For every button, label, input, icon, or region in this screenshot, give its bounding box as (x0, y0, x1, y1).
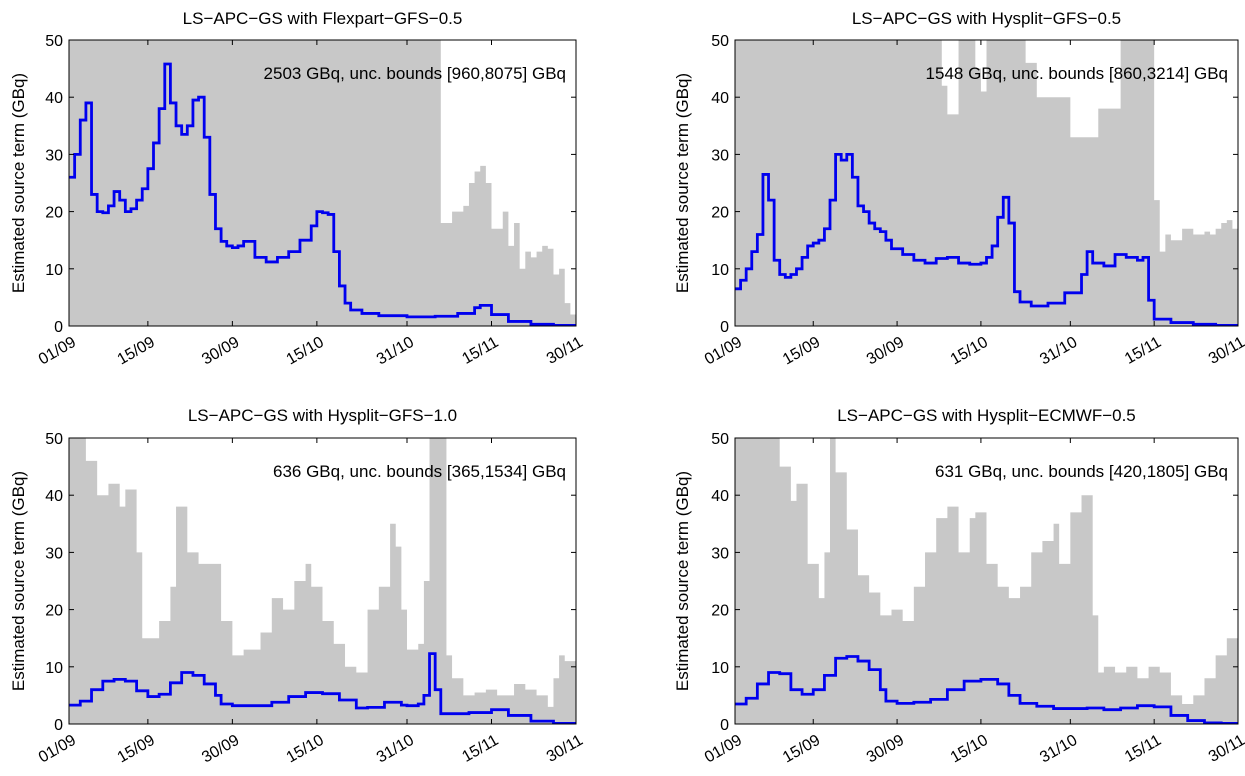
chart-annotation: 631 GBq, unc. bounds [420,1805] GBq (935, 462, 1228, 481)
x-tick-label: 30/11 (1206, 732, 1245, 766)
x-tick-label: 01/09 (36, 334, 79, 369)
x-tick-label: 15/11 (459, 334, 501, 368)
y-tick-label: 10 (45, 660, 63, 677)
x-tick-label: 31/10 (1037, 732, 1080, 767)
y-tick-label: 10 (711, 262, 729, 279)
x-tick-label: 01/09 (702, 334, 745, 369)
x-tick-label: 30/11 (544, 732, 586, 766)
uncertainty-region (735, 40, 1238, 326)
x-tick-label: 15/10 (284, 334, 327, 369)
x-tick-label: 15/10 (284, 732, 327, 767)
chart-annotation: 2503 GBq, unc. bounds [960,8075] GBq (264, 64, 566, 83)
y-tick-label: 0 (54, 319, 63, 336)
x-tick-label: 15/09 (780, 732, 823, 767)
x-tick-label: 15/10 (948, 334, 991, 369)
axes-frame (68, 39, 577, 327)
chart-title: LS−APC−GS with Hysplit−GFS−1.0 (188, 406, 457, 425)
y-tick-label: 10 (45, 262, 63, 279)
x-tick-label: 30/09 (864, 334, 907, 369)
y-tick-label: 10 (711, 660, 729, 677)
y-tick-label: 20 (711, 205, 729, 222)
y-axis-label: Estimated source term (GBq) (673, 471, 692, 691)
panel-hysplit-gfs-10: 0 10 20 30 40 50 01/09 15/09 30/09 15/10 31/10 15/1… (9, 406, 586, 766)
panel-hysplit-ecmwf-05: 0 10 20 30 40 50 01/09 15/09 30/09 15/10 31/10 15/1… (673, 406, 1245, 766)
y-tick-label: 40 (711, 488, 729, 505)
y-tick-label: 20 (45, 603, 63, 620)
y-tick-label: 0 (54, 717, 63, 734)
estimate-line (69, 652, 576, 724)
y-tick-label: 30 (711, 545, 729, 562)
x-tick-label: 01/09 (36, 732, 79, 767)
x-tick-label: 01/09 (702, 732, 745, 767)
uncertainty-region (735, 438, 1238, 724)
y-tick-label: 30 (45, 545, 63, 562)
estimate-line (735, 655, 1238, 724)
y-tick-label: 20 (711, 603, 729, 620)
x-tick-label: 15/09 (115, 334, 158, 369)
x-tick-label: 31/10 (374, 732, 417, 767)
uncertainty-region (69, 40, 576, 326)
x-tick-label: 30/11 (544, 334, 586, 368)
y-axis-label: Estimated source term (GBq) (673, 73, 692, 293)
x-tick-label: 30/11 (1206, 334, 1245, 368)
y-tick-label: 40 (711, 90, 729, 107)
y-tick-label: 30 (711, 147, 729, 164)
panel-hysplit-gfs-05: 0 10 20 30 40 50 01/09 15/09 30/09 15/10 31/10 15/1… (673, 9, 1245, 368)
x-tick-label: 15/09 (780, 334, 823, 369)
x-tick-label: 15/09 (115, 732, 158, 767)
y-axis-label: Estimated source term (GBq) (9, 471, 28, 691)
x-tick-label: 15/11 (1122, 334, 1164, 368)
x-tick-label: 15/11 (459, 732, 501, 766)
y-tick-label: 30 (45, 147, 63, 164)
y-tick-label: 50 (711, 33, 729, 50)
y-tick-label: 50 (711, 431, 729, 448)
x-tick-label: 31/10 (374, 334, 417, 369)
x-tick-label: 15/11 (1122, 732, 1164, 766)
chart-annotation: 1548 GBq, unc. bounds [860,3214] GBq (926, 64, 1228, 83)
x-tick-label: 31/10 (1037, 334, 1080, 369)
y-tick-label: 0 (720, 717, 729, 734)
x-tick-label: 15/10 (948, 732, 991, 767)
y-tick-label: 50 (45, 431, 63, 448)
y-tick-label: 20 (45, 205, 63, 222)
x-tick-label: 30/09 (864, 732, 907, 767)
axes-frame (68, 437, 577, 725)
estimate-line (735, 153, 1238, 326)
y-axis-label: Estimated source term (GBq) (9, 73, 28, 293)
x-tick-label: 30/09 (199, 334, 242, 369)
estimate-line (69, 62, 576, 326)
chart-annotation: 636 GBq, unc. bounds [365,1534] GBq (273, 462, 566, 481)
chart-title: LS−APC−GS with Flexpart−GFS−0.5 (183, 9, 463, 28)
y-tick-label: 40 (45, 90, 63, 107)
chart-title: LS−APC−GS with Hysplit−ECMWF−0.5 (837, 406, 1136, 425)
uncertainty-region (69, 438, 576, 724)
axes-frame (734, 437, 1239, 725)
axes-frame (734, 39, 1239, 327)
chart-title: LS−APC−GS with Hysplit−GFS−0.5 (852, 9, 1121, 28)
y-tick-label: 40 (45, 488, 63, 505)
y-tick-label: 0 (720, 319, 729, 336)
x-tick-label: 30/09 (199, 732, 242, 767)
panel-flexpart-gfs-05: 0 10 20 30 40 50 01/09 15/09 30/09 15/10 31/10 15/1… (9, 9, 586, 368)
y-tick-label: 50 (45, 33, 63, 50)
